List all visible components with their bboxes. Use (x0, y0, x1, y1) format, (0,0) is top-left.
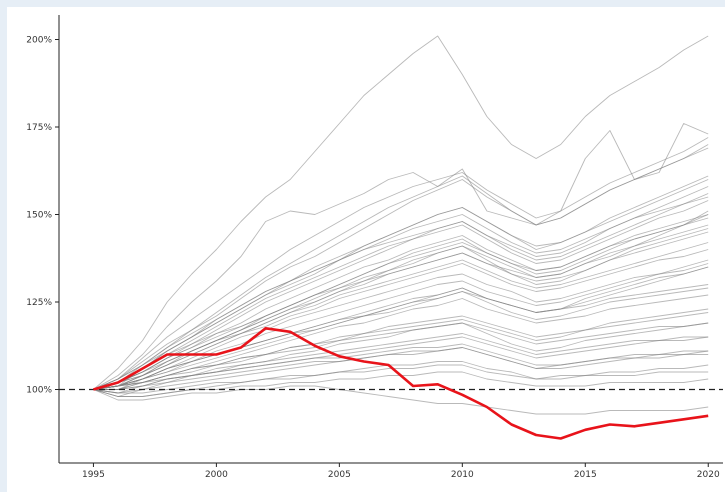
background-series-line (93, 249, 709, 390)
background-series-line (93, 322, 709, 390)
background-series-line (93, 333, 709, 390)
background-series-line (93, 123, 709, 390)
background-series-line (93, 242, 709, 390)
chart-panel: 1995 2000 2005 2010 2015 2020 100% 125% 150% 175%… (7, 7, 725, 492)
background-series-line (93, 231, 709, 390)
y-tick-label: 100% (26, 386, 52, 396)
background-series-line (93, 364, 709, 394)
background-series-line (93, 35, 709, 390)
background-series-line (93, 214, 709, 390)
background-series-line (93, 266, 709, 390)
background-series-line (93, 284, 709, 390)
background-series-group (93, 35, 709, 415)
x-tick-label: 2020 (697, 470, 720, 480)
background-series-line (93, 196, 709, 390)
background-series-line (93, 214, 709, 390)
highlight-series-line (93, 326, 709, 440)
line-chart: 1995 2000 2005 2010 2015 2020 100% 125% 150% 175%… (26, 15, 723, 481)
background-series-line (93, 347, 709, 394)
y-tick-label: 150% (26, 211, 52, 221)
background-series-line (93, 312, 709, 390)
background-series-line (93, 263, 709, 390)
x-tick-label: 2010 (451, 470, 474, 480)
background-series-line (93, 347, 709, 390)
tick-labels: 1995 2000 2005 2010 2015 2020 100% 125% 150% 175%… (26, 36, 720, 481)
y-tick-label: 125% (26, 298, 52, 308)
y-tick-label: 200% (26, 36, 52, 46)
x-tick-label: 1995 (82, 470, 105, 480)
x-tick-label: 2000 (205, 470, 228, 480)
background-series-line (93, 361, 709, 397)
background-series-line (93, 200, 709, 390)
x-tick-label: 2015 (574, 470, 597, 480)
background-series-line (93, 294, 709, 390)
background-series-line (93, 259, 709, 390)
highlight-series-group (93, 326, 709, 440)
background-series-line (93, 193, 709, 390)
background-series-line (93, 175, 709, 390)
background-series-line (93, 186, 709, 390)
background-series-line (93, 210, 709, 390)
y-tick-label: 175% (26, 123, 52, 133)
background-series-line (93, 147, 709, 390)
axes (55, 15, 723, 467)
background-series-line (93, 385, 709, 415)
x-tick-label: 2005 (328, 470, 351, 480)
background-series-line (93, 137, 709, 390)
